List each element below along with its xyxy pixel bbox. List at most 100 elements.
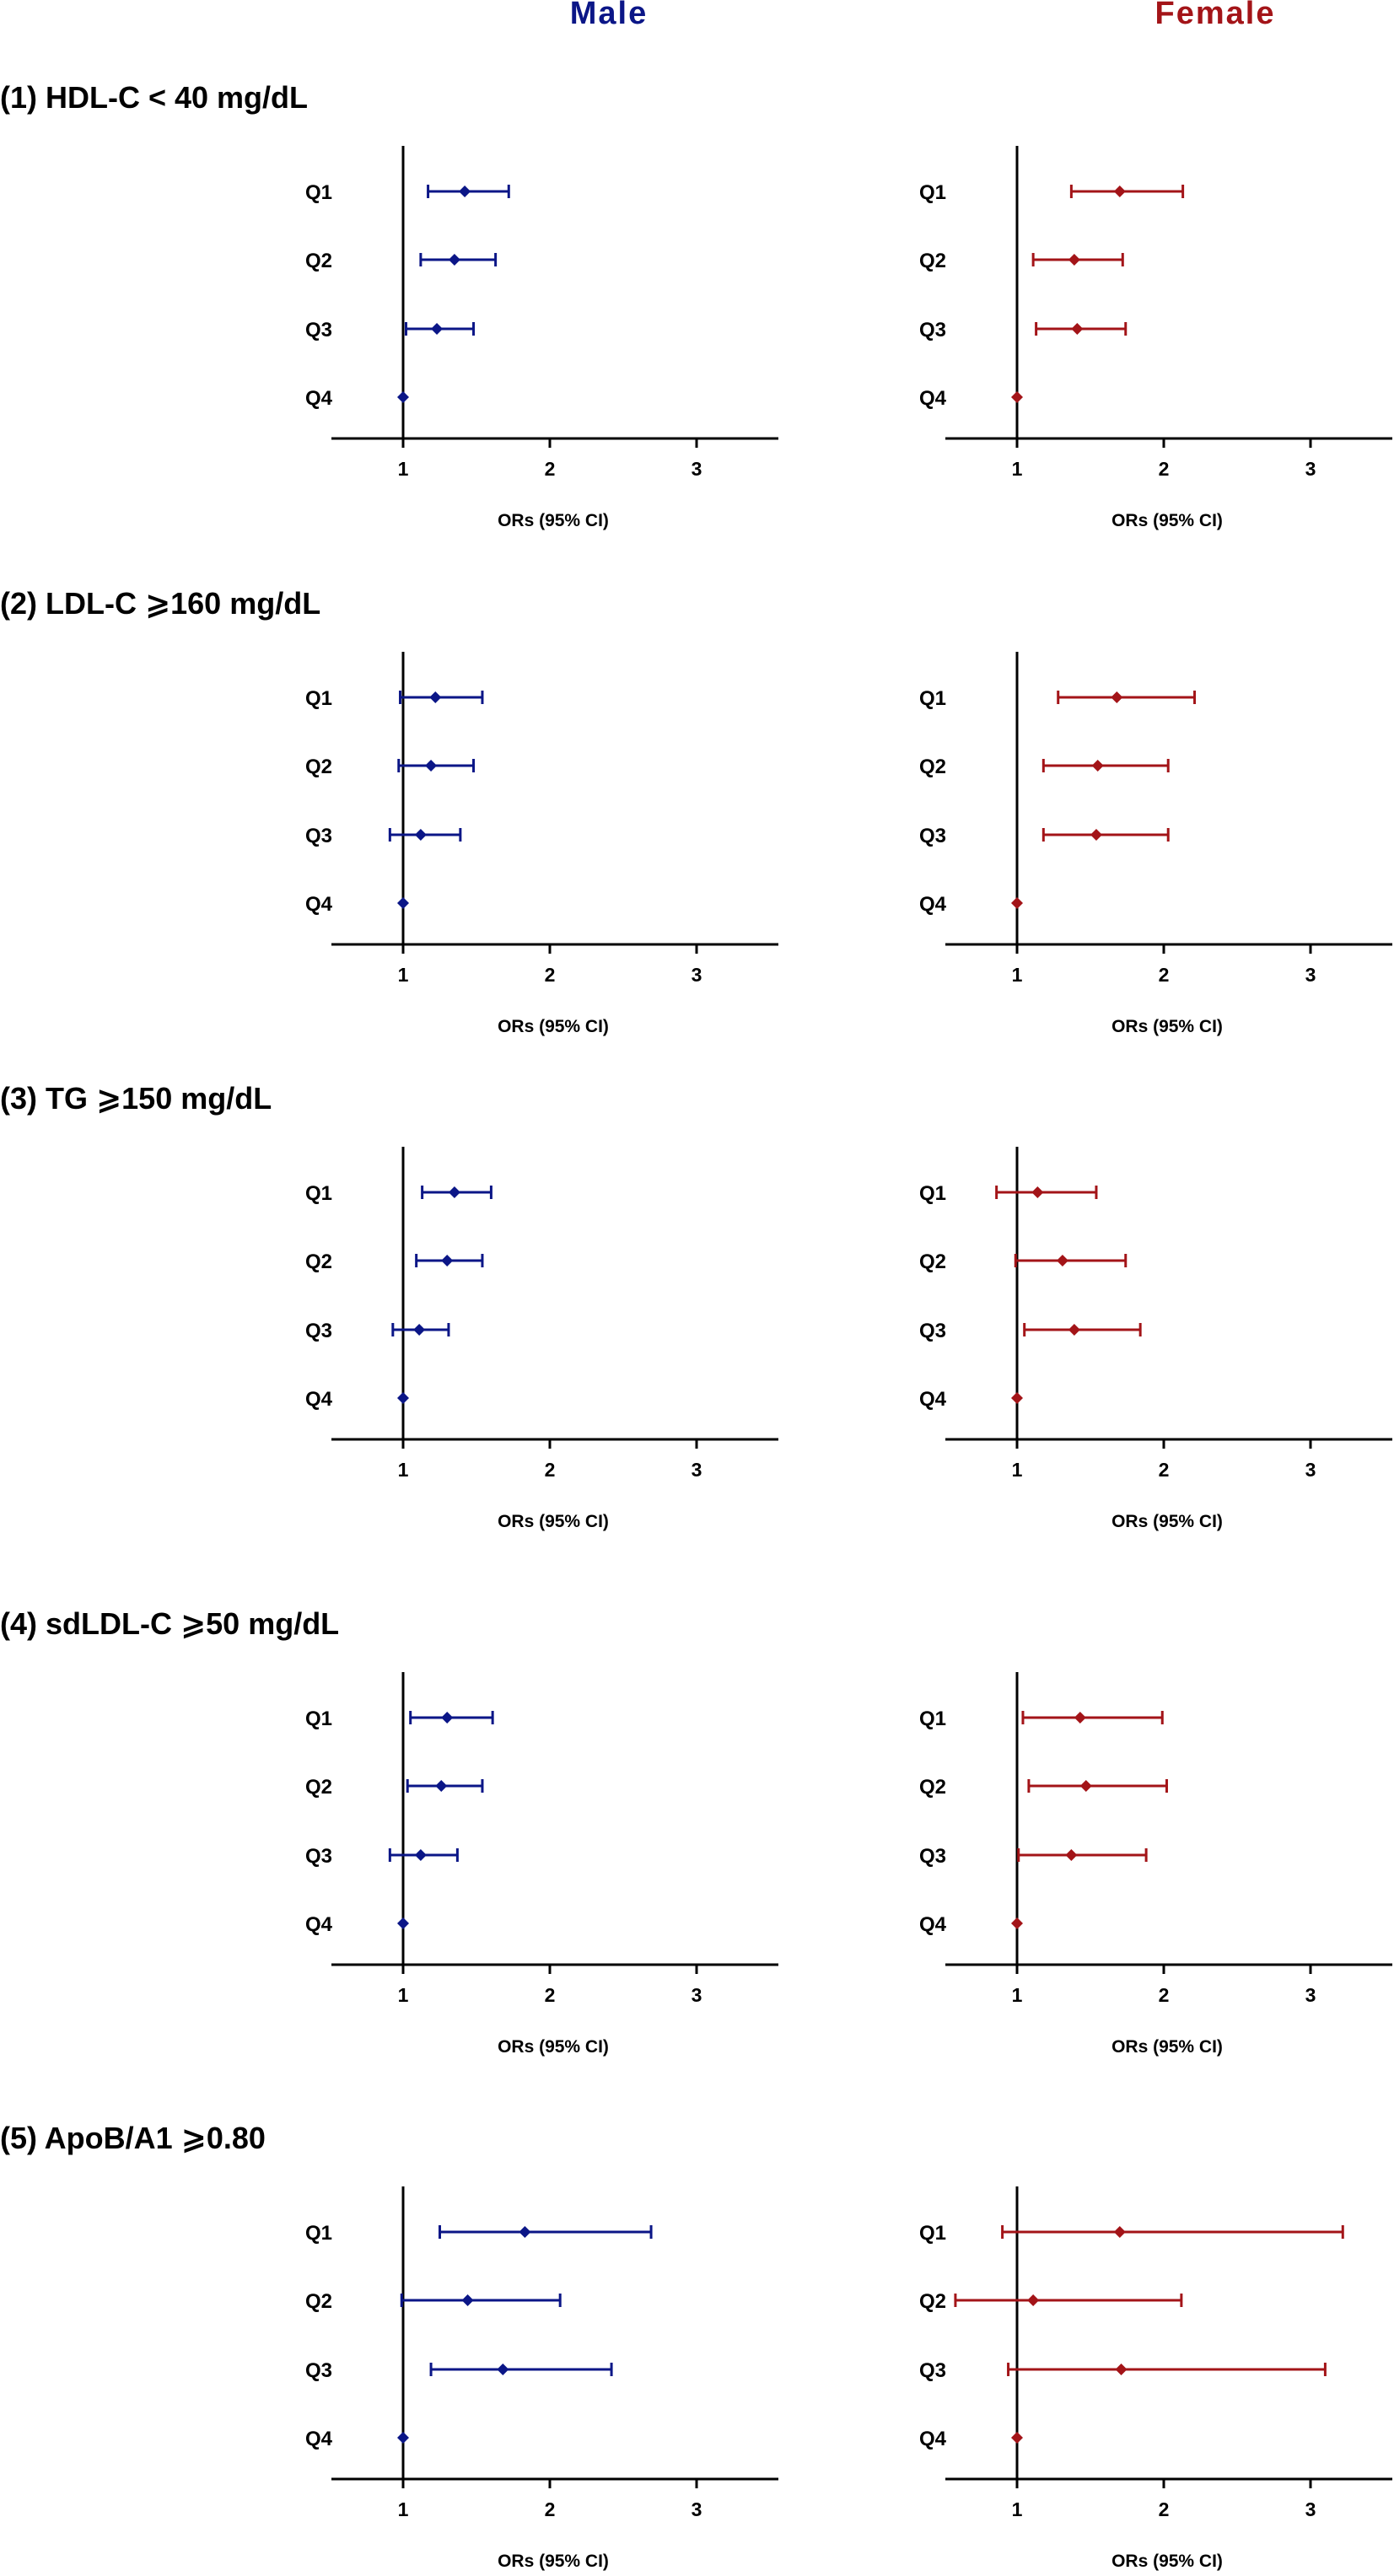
- category-label: Q4: [305, 2428, 333, 2450]
- or-point-marker: [1079, 1780, 1092, 1792]
- chart-panel-5: (5) ApoB/A1 ⩾0.80 1 2 3 ORs (95% CI) Q1 Q2 Q3 Q4…: [0, 2121, 1392, 2571]
- or-point-marker: [425, 760, 438, 772]
- category-label: Q3: [305, 319, 332, 341]
- category-label: Q1: [305, 1182, 332, 1205]
- or-point-marker: [397, 391, 409, 403]
- x-tick-label: 1: [1012, 2498, 1023, 2520]
- x-tick-label: 1: [1012, 964, 1023, 986]
- chart-panel-3: (3) TG ⩾150 mg/dL 1 2 3 ORs (95% CI) Q1 Q2 Q3 Q4…: [0, 1081, 1392, 1531]
- category-label: Q4: [305, 387, 333, 410]
- series-male: 1 2 3 ORs (95% CI) Q1 Q2 Q3 Q4: [305, 146, 778, 530]
- category-label: Q4: [305, 893, 333, 916]
- or-point-marker: [1113, 2226, 1126, 2238]
- x-tick-label: 3: [1305, 458, 1316, 480]
- x-tick-label: 1: [398, 458, 409, 480]
- series-female: 1 2 3 ORs (95% CI) Q1 Q2 Q3 Q4: [919, 2186, 1392, 2571]
- or-point-marker: [1068, 254, 1080, 266]
- or-point-marker: [414, 829, 427, 841]
- x-axis-label: ORs (95% CI): [1111, 2037, 1223, 2057]
- category-label: Q4: [305, 1913, 333, 1936]
- series-female: 1 2 3 ORs (95% CI) Q1 Q2 Q3 Q4: [919, 1147, 1392, 1531]
- x-tick-label: 2: [1159, 1459, 1170, 1481]
- or-point-marker: [441, 1712, 454, 1724]
- or-point-marker: [1074, 1712, 1086, 1724]
- x-tick-label: 2: [1159, 458, 1170, 480]
- category-label: Q4: [919, 387, 947, 410]
- chart-panel-4: (4) sdLDL-C ⩾50 mg/dL 1 2 3 ORs (95% CI) Q1 Q2…: [0, 1606, 1392, 2057]
- or-point-marker: [397, 2432, 409, 2444]
- or-point-marker: [397, 897, 409, 909]
- or-point-marker: [1056, 1255, 1068, 1266]
- chart-title: (1) HDL-C < 40 mg/dL: [0, 80, 308, 115]
- x-axis-label: ORs (95% CI): [1111, 2552, 1223, 2571]
- or-point-marker: [448, 1186, 460, 1198]
- x-tick-label: 2: [1159, 2498, 1170, 2520]
- category-label: Q2: [305, 2290, 332, 2313]
- x-tick-label: 3: [692, 458, 702, 480]
- x-axis-label: ORs (95% CI): [498, 1017, 609, 1036]
- x-axis-label: ORs (95% CI): [1111, 1512, 1223, 1531]
- category-label: Q2: [919, 1250, 946, 1273]
- chart-title: (4) sdLDL-C ⩾50 mg/dL: [0, 1606, 339, 1641]
- x-tick-label: 2: [545, 964, 556, 986]
- or-point-marker: [1027, 2294, 1040, 2306]
- or-point-marker: [435, 1780, 448, 1792]
- x-tick-label: 1: [398, 964, 409, 986]
- or-point-marker: [1031, 1186, 1044, 1198]
- chart-title: (3) TG ⩾150 mg/dL: [0, 1081, 272, 1116]
- x-tick-label: 1: [1012, 1459, 1023, 1481]
- x-axis-label: ORs (95% CI): [1111, 511, 1223, 530]
- series-female: 1 2 3 ORs (95% CI) Q1 Q2 Q3 Q4: [919, 652, 1392, 1036]
- chart-panel-2: (2) LDL-C ⩾160 mg/dL 1 2 3 ORs (95% CI) Q1 Q2 Q…: [0, 586, 1392, 1036]
- or-point-marker: [1115, 2364, 1128, 2375]
- or-point-marker: [441, 1255, 454, 1266]
- category-label: Q3: [919, 2359, 946, 2382]
- x-tick-label: 3: [692, 1984, 702, 2006]
- category-label: Q1: [919, 2222, 946, 2245]
- or-point-marker: [1111, 691, 1123, 703]
- x-tick-label: 1: [1012, 1984, 1023, 2006]
- header-female: Female: [1155, 0, 1276, 31]
- category-label: Q1: [919, 181, 946, 204]
- category-label: Q2: [305, 756, 332, 778]
- category-label: Q3: [919, 319, 946, 341]
- series-male: 1 2 3 ORs (95% CI) Q1 Q2 Q3 Q4: [305, 2186, 778, 2571]
- category-label: Q1: [305, 2222, 332, 2245]
- chart-title: (5) ApoB/A1 ⩾0.80: [0, 2121, 266, 2155]
- series-male: 1 2 3 ORs (95% CI) Q1 Q2 Q3 Q4: [305, 1147, 778, 1531]
- x-tick-label: 3: [1305, 964, 1316, 986]
- category-label: Q1: [305, 181, 332, 204]
- category-label: Q4: [919, 1388, 947, 1411]
- category-label: Q3: [919, 1845, 946, 1868]
- category-label: Q2: [919, 1776, 946, 1799]
- or-point-marker: [1071, 323, 1084, 335]
- category-label: Q2: [919, 2290, 946, 2313]
- or-point-marker: [397, 1917, 409, 1929]
- x-axis-label: ORs (95% CI): [498, 511, 609, 530]
- series-female: 1 2 3 ORs (95% CI) Q1 Q2 Q3 Q4: [919, 1672, 1392, 2057]
- category-label: Q4: [305, 1388, 333, 1411]
- header-male: Male: [570, 0, 648, 31]
- or-point-marker: [397, 1392, 409, 1404]
- x-axis-label: ORs (95% CI): [498, 1512, 609, 1531]
- category-label: Q1: [919, 1707, 946, 1730]
- or-point-marker: [1011, 1392, 1023, 1404]
- category-label: Q3: [919, 1320, 946, 1342]
- or-point-marker: [1065, 1849, 1078, 1861]
- category-label: Q4: [919, 1913, 947, 1936]
- or-point-marker: [413, 1324, 426, 1336]
- or-point-marker: [448, 254, 460, 266]
- or-point-marker: [497, 2364, 509, 2375]
- category-label: Q2: [919, 756, 946, 778]
- x-tick-label: 3: [692, 2498, 702, 2520]
- or-point-marker: [429, 691, 442, 703]
- or-point-marker: [1011, 897, 1023, 909]
- category-label: Q1: [919, 687, 946, 710]
- x-tick-label: 2: [545, 458, 556, 480]
- category-label: Q3: [305, 825, 332, 847]
- or-point-marker: [1011, 391, 1023, 403]
- x-tick-label: 2: [545, 1459, 556, 1481]
- or-point-marker: [1011, 1917, 1023, 1929]
- or-point-marker: [1113, 186, 1126, 197]
